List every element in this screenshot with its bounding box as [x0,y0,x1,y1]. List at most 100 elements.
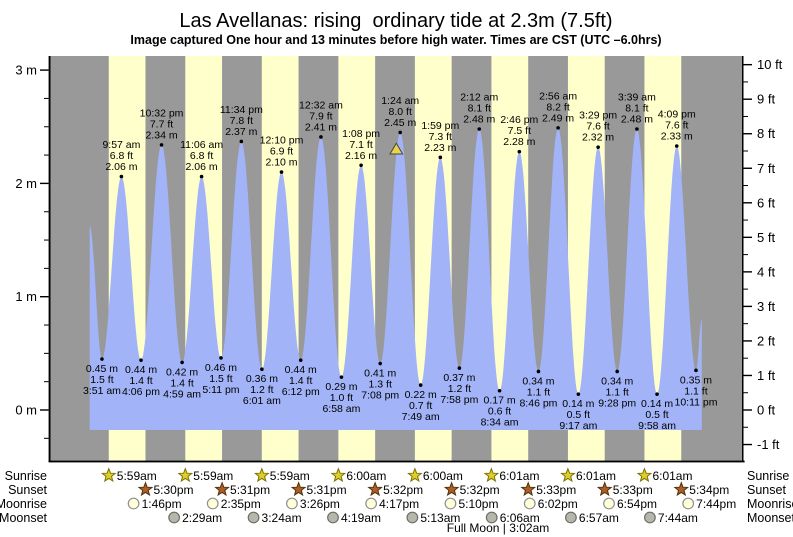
low-tide-label: 1.4 ft [129,375,152,387]
low-tide-label: 0.44 m [285,364,317,376]
low-tide-label: 9:58 am [638,420,676,432]
row-label-right-moonset: Moonset [747,511,793,525]
y-axis-right-minor-tick [743,357,748,359]
moonrise-circle-icon [523,497,536,510]
high-tide-label: 6.9 ft [270,146,293,158]
y-axis-right-tick-label: -1 ft [757,437,780,452]
row-label-left-moonrise: Moonrise [0,497,47,511]
high-tide-label: 6.8 ft [190,150,213,162]
y-axis-left-tick [40,182,49,185]
sunrise-time: 6:01am [576,469,616,483]
y-axis-right-minor-tick [743,219,748,221]
moonrise-time: 7:44pm [696,497,736,511]
low-tide-label: 3:51 am [83,385,121,397]
low-tide-label: 6:58 am [322,403,360,415]
low-tide-label: 8:46 pm [519,397,557,409]
moonset-time: 3:24am [262,511,302,525]
low-tide-dot [339,375,344,379]
y-axis-right-tick [743,167,752,169]
y-axis-right-minor-tick [743,323,748,325]
y-axis-right-minor-tick [743,426,748,428]
high-tide-label: 7.5 ft [508,125,531,137]
low-tide-label: 0.6 ft [488,406,511,418]
y-axis-right-minor-tick [743,254,748,256]
y-axis-right-tick [743,305,752,308]
low-tide-label: 8:34 am [481,417,519,429]
high-tide-label: 2.06 m [105,161,137,173]
low-tide-label: 0.34 m [601,375,633,387]
sunrise-time: 6:00am [423,469,463,483]
moonrise-circle-icon [682,497,695,510]
high-tide-label: 7.6 ft [586,121,609,133]
moonset-circle-icon [168,511,181,524]
sunset-star-icon [520,481,537,497]
low-tide-label: 0.35 m [680,374,712,386]
low-tide-label: 1.1 ft [606,386,629,398]
low-tide-label: 5:11 pm [202,384,239,396]
y-axis-right-tick-label: 0 ft [757,403,775,418]
low-tide-label: 0.44 m [125,364,157,376]
low-tide-label: 0.29 m [325,381,357,393]
moonrise-circle-icon [206,497,219,510]
y-axis-left-line [48,56,51,462]
high-tide-dot [517,149,522,154]
y-axis-right-minor-tick [743,115,748,117]
sunset-star-icon [367,481,383,497]
high-tide-label: 2.23 m [424,142,456,154]
row-label-right-sunset: Sunset [747,483,786,497]
low-tide-dot [219,356,223,360]
moonset-time: 6:57am [579,511,619,525]
row-label-left-moonset: Moonset [0,511,48,525]
high-tide-dot [556,126,560,130]
moonrise-time: 1:46pm [142,497,182,511]
high-tide-dot [239,139,244,144]
high-tide-label: 8.2 ft [546,101,569,113]
y-axis-right-tick-label: 2 ft [757,333,775,348]
low-tide-label: 0.7 ft [409,400,432,412]
sunset-star-icon [214,481,230,497]
sunset-time: 5:32pm [460,483,500,497]
high-tide-label: 12:10 pm [260,135,304,147]
sunset-time: 5:32pm [383,483,423,497]
sunset-time: 5:33pm [536,483,576,497]
low-tide-label: 0.45 m [86,363,118,375]
low-tide-label: 0.22 m [405,389,437,401]
moonrise-circle-icon [286,497,298,510]
y-axis-left-minor-tick [44,211,49,213]
moonset-circle-icon [644,511,656,524]
high-tide-label: 12:32 am [299,99,343,111]
low-tide-dot [378,361,383,366]
moonrise-circle-icon [365,497,378,510]
high-tide-label: 2.45 m [384,117,416,129]
moonset-time: 7:44am [658,511,698,525]
high-tide-label: 2.49 m [542,112,574,124]
high-tide-dot [398,130,403,135]
low-tide-label: 4:59 am [163,388,201,400]
high-tide-label: 2.28 m [503,136,535,148]
high-tide-label: 2.48 m [463,114,495,126]
low-tide-label: 0.36 m [246,373,278,385]
sunrise-star-icon [407,467,423,483]
low-tide-dot [694,368,698,373]
y-axis-left-minor-tick [44,126,49,128]
sunset-time: 5:33pm [613,483,653,497]
moonrise-circle-icon [127,497,140,510]
moonrise-circle-icon [444,497,457,510]
low-tide-label: 0.41 m [364,368,396,380]
row-label-right-moonrise: Moonrise [747,497,793,511]
high-tide-label: 8.1 ft [468,103,491,115]
sunrise-time: 5:59am [270,469,310,483]
low-tide-dot [655,392,659,396]
low-tide-label: 1.2 ft [250,384,273,396]
y-axis-left-minor-tick [44,239,49,241]
sunrise-star-icon [330,467,347,483]
high-tide-label: 2.16 m [345,150,377,162]
y-axis-right-tick-label: 5 ft [757,230,775,245]
y-axis-left-tick [40,409,49,411]
y-axis-right-tick [743,374,752,377]
high-tide-label: 2.41 m [305,121,337,133]
y-axis-left-minor-tick [44,97,49,99]
y-axis-right-tick-label: 6 ft [757,195,775,210]
low-tide-dot [457,366,462,370]
